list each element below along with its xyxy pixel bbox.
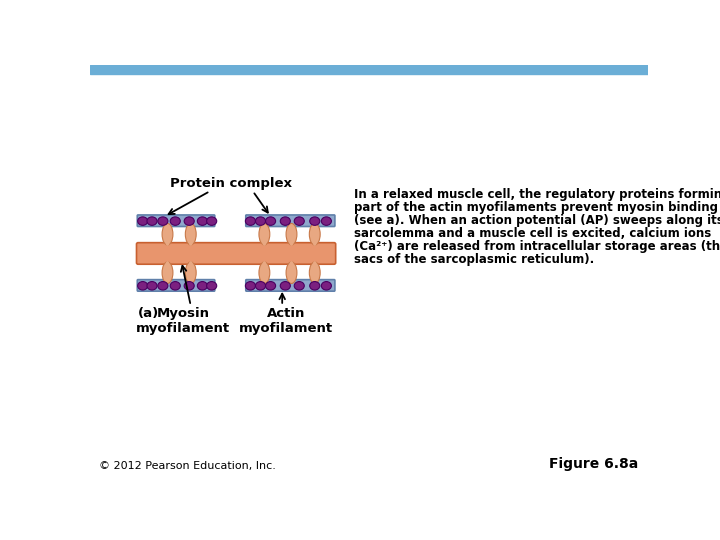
- Ellipse shape: [280, 281, 290, 290]
- Ellipse shape: [147, 281, 157, 290]
- Ellipse shape: [162, 224, 173, 245]
- Ellipse shape: [197, 281, 207, 290]
- Ellipse shape: [289, 240, 294, 246]
- Text: In a relaxed muscle cell, the regulatory proteins forming: In a relaxed muscle cell, the regulatory…: [354, 188, 720, 201]
- Ellipse shape: [294, 281, 305, 290]
- Text: part of the actin myofilaments prevent myosin binding: part of the actin myofilaments prevent m…: [354, 201, 718, 214]
- FancyBboxPatch shape: [246, 215, 335, 226]
- Text: sacs of the sarcoplasmic reticulum).: sacs of the sarcoplasmic reticulum).: [354, 253, 594, 266]
- Text: (Ca²⁺) are released from intracellular storage areas (the: (Ca²⁺) are released from intracellular s…: [354, 240, 720, 253]
- Text: Actin
myofilament: Actin myofilament: [239, 307, 333, 335]
- Ellipse shape: [280, 217, 290, 225]
- Ellipse shape: [185, 224, 196, 245]
- Ellipse shape: [321, 281, 331, 290]
- Ellipse shape: [158, 281, 168, 290]
- FancyBboxPatch shape: [137, 242, 336, 264]
- Ellipse shape: [162, 262, 173, 284]
- Ellipse shape: [147, 217, 157, 225]
- Ellipse shape: [310, 224, 320, 245]
- Ellipse shape: [286, 262, 297, 284]
- Ellipse shape: [262, 261, 266, 267]
- Ellipse shape: [262, 240, 266, 246]
- Ellipse shape: [166, 240, 169, 246]
- Ellipse shape: [312, 261, 317, 267]
- Ellipse shape: [166, 261, 169, 267]
- FancyBboxPatch shape: [137, 244, 336, 262]
- Ellipse shape: [294, 217, 305, 225]
- Text: © 2012 Pearson Education, Inc.: © 2012 Pearson Education, Inc.: [99, 461, 276, 471]
- Ellipse shape: [207, 217, 217, 225]
- Ellipse shape: [266, 281, 276, 290]
- Ellipse shape: [321, 217, 331, 225]
- Ellipse shape: [312, 240, 317, 246]
- Text: Protein complex: Protein complex: [170, 177, 292, 190]
- Ellipse shape: [185, 262, 196, 284]
- Bar: [90, 65, 648, 74]
- Ellipse shape: [246, 281, 256, 290]
- Ellipse shape: [310, 217, 320, 225]
- Ellipse shape: [158, 217, 168, 225]
- Ellipse shape: [266, 217, 276, 225]
- Ellipse shape: [189, 240, 193, 246]
- Text: sarcolemma and a muscle cell is excited, calcium ions: sarcolemma and a muscle cell is excited,…: [354, 227, 711, 240]
- Ellipse shape: [259, 224, 270, 245]
- Ellipse shape: [259, 262, 270, 284]
- FancyBboxPatch shape: [138, 215, 215, 226]
- Text: Myosin
myofilament: Myosin myofilament: [136, 307, 230, 335]
- Ellipse shape: [189, 261, 193, 267]
- Ellipse shape: [246, 217, 256, 225]
- Ellipse shape: [286, 224, 297, 245]
- Ellipse shape: [138, 217, 148, 225]
- Text: (a): (a): [138, 307, 159, 320]
- FancyBboxPatch shape: [246, 280, 335, 291]
- Ellipse shape: [207, 281, 217, 290]
- Text: (see a). When an action potential (AP) sweeps along its: (see a). When an action potential (AP) s…: [354, 214, 720, 227]
- Ellipse shape: [184, 281, 194, 290]
- Ellipse shape: [289, 261, 294, 267]
- FancyBboxPatch shape: [138, 280, 215, 291]
- Ellipse shape: [170, 217, 180, 225]
- FancyBboxPatch shape: [137, 246, 336, 261]
- Ellipse shape: [256, 217, 266, 225]
- Ellipse shape: [256, 281, 266, 290]
- Ellipse shape: [310, 262, 320, 284]
- Ellipse shape: [170, 281, 180, 290]
- Ellipse shape: [310, 281, 320, 290]
- Ellipse shape: [138, 281, 148, 290]
- Text: Figure 6.8a: Figure 6.8a: [549, 457, 639, 471]
- FancyBboxPatch shape: [137, 242, 336, 264]
- Ellipse shape: [184, 217, 194, 225]
- Ellipse shape: [197, 217, 207, 225]
